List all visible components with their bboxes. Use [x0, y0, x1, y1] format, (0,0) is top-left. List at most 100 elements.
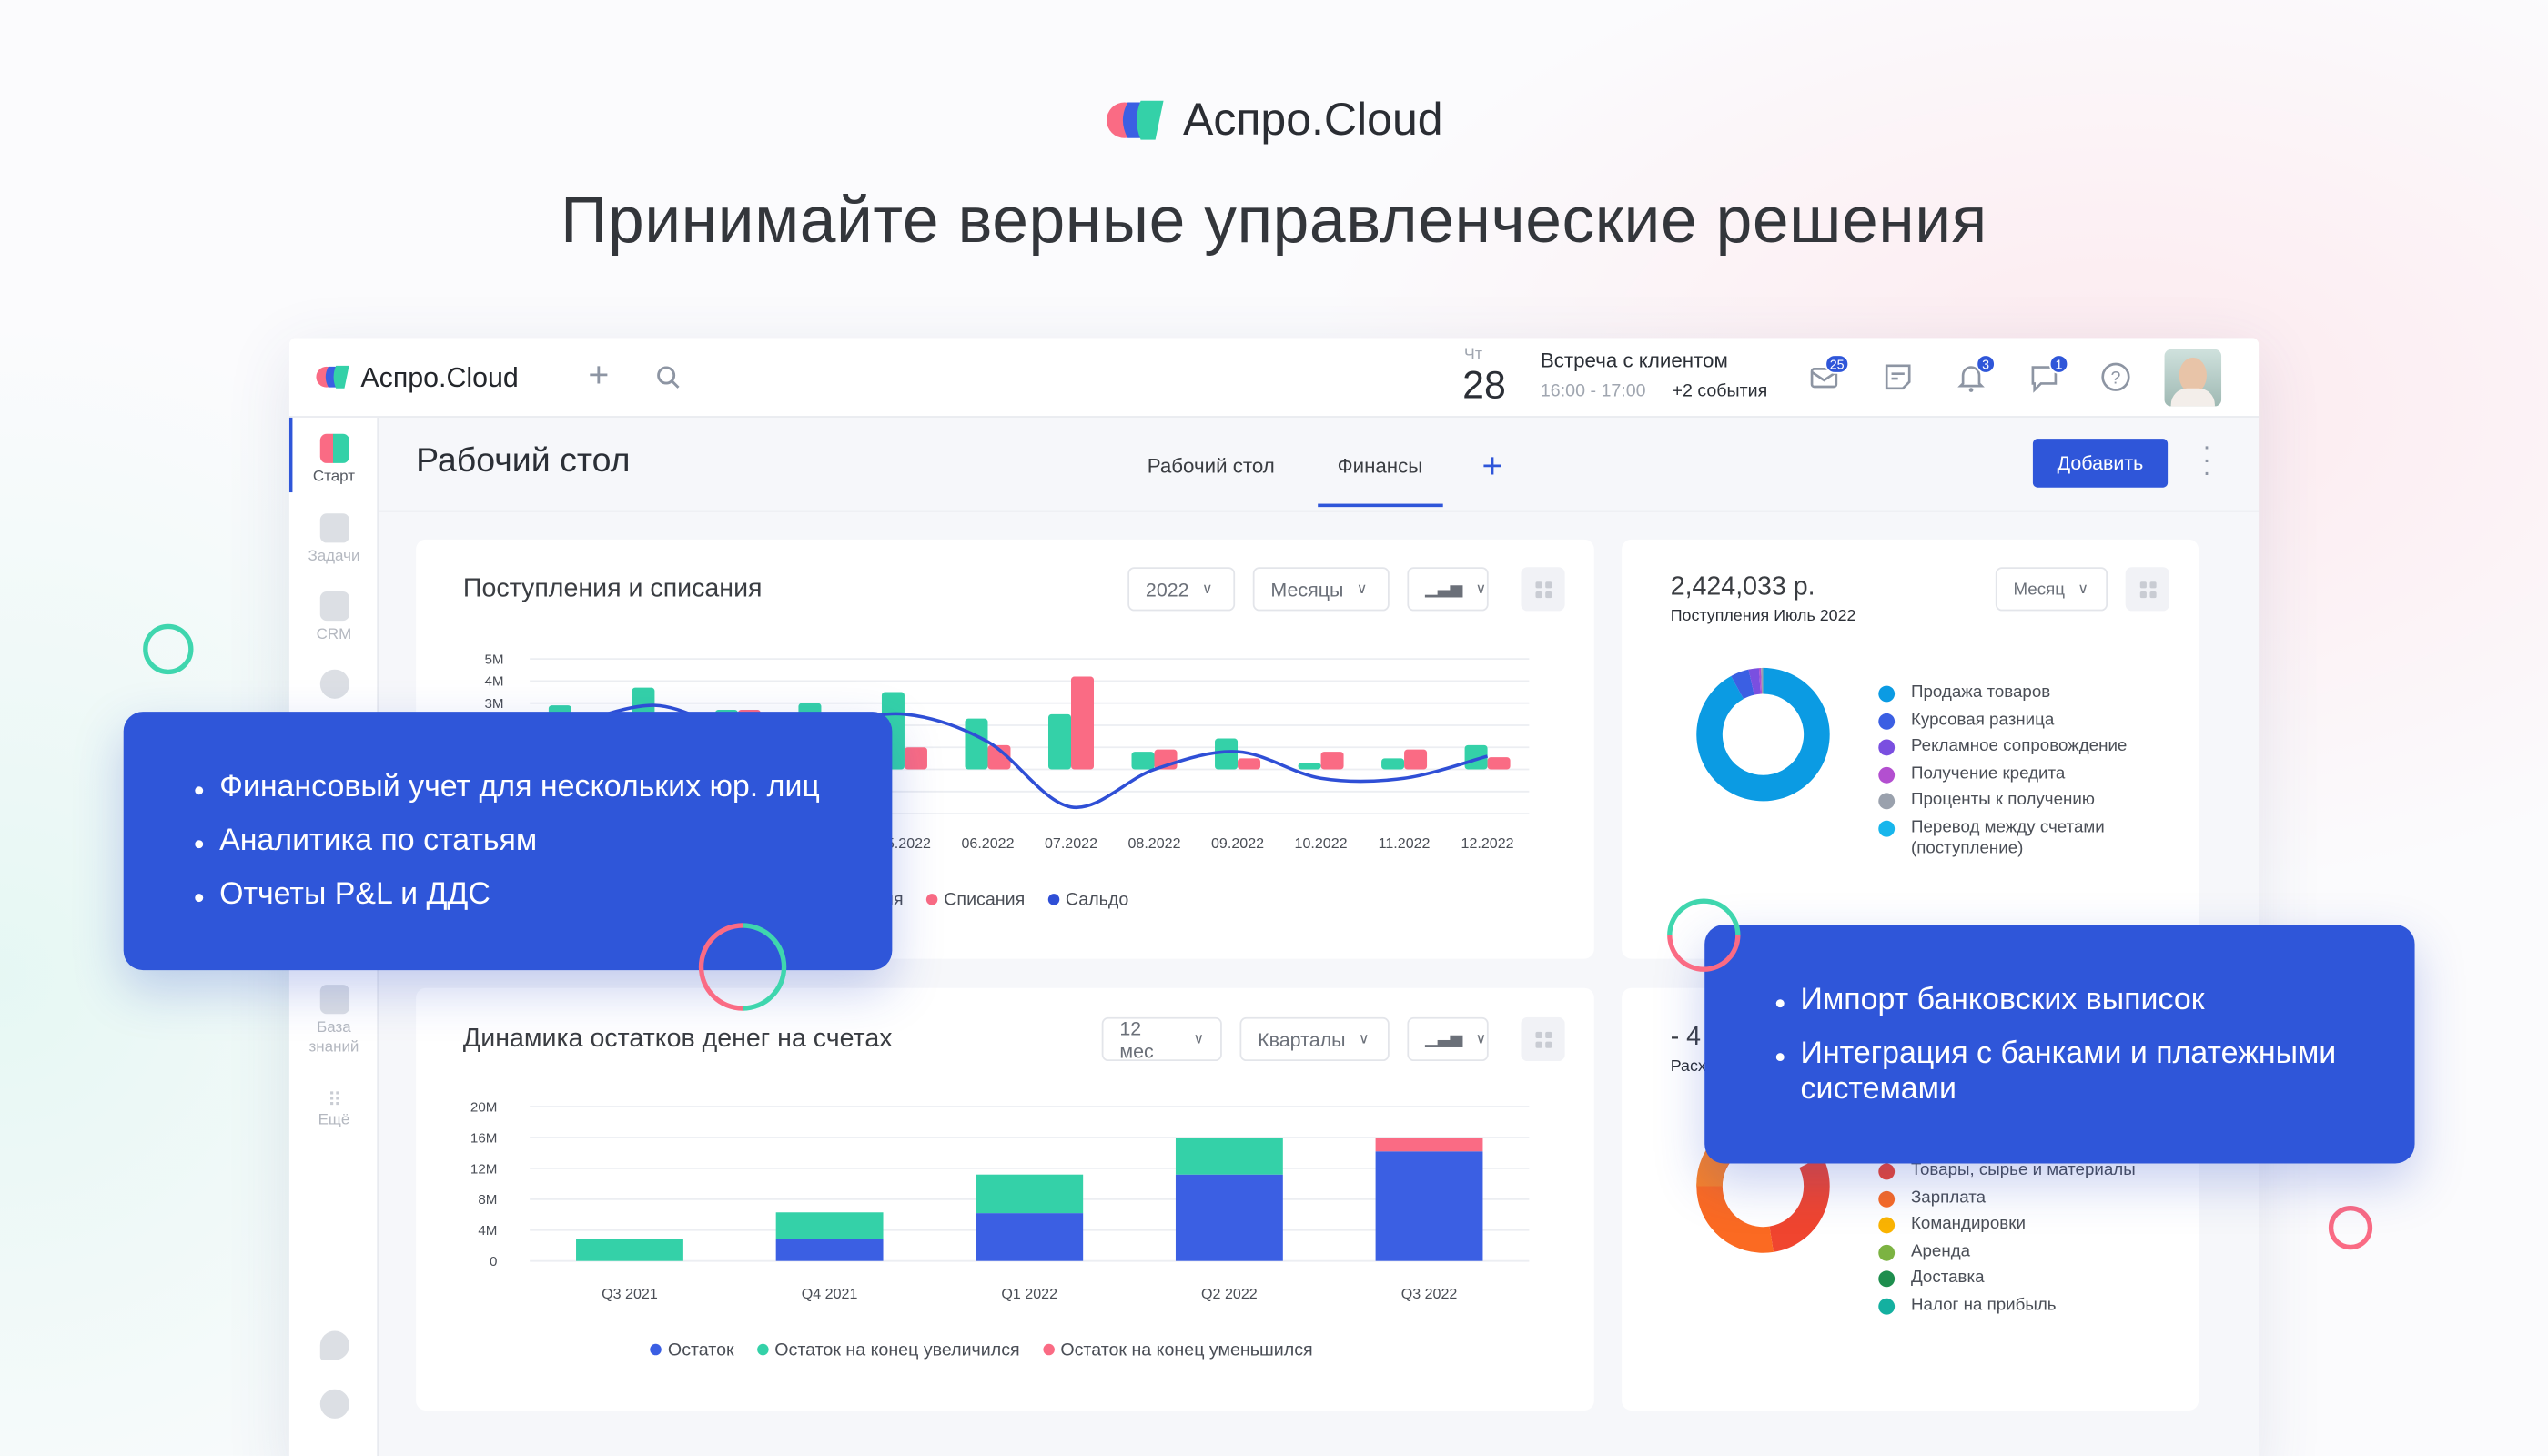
logo-icon: [1107, 100, 1164, 140]
sidebar-bottom-item[interactable]: [289, 1389, 379, 1423]
month-dropdown[interactable]: Месяц ∨: [1995, 567, 2108, 612]
chart-legend: Остаток Остаток на конец увеличился Остато…: [650, 1340, 1313, 1360]
chart-type-dropdown[interactable]: ▁▃▅ ∨: [1407, 567, 1489, 612]
x-tick-label: Q2 2022: [1201, 1286, 1258, 1302]
x-tick-label: 12.2022: [1461, 835, 1514, 852]
profile-icon: [318, 1330, 349, 1360]
headline: Принимайте верные управленческие решения: [561, 185, 1987, 258]
donut-slice: [1769, 1156, 1830, 1252]
legend-item[interactable]: Перевод между счетами (поступление): [1878, 816, 2138, 858]
stacked-bar-segment: [976, 1174, 1084, 1214]
sidebar-item-start[interactable]: Старт: [289, 433, 379, 488]
stacked-bar-segment: [1375, 1137, 1483, 1152]
x-tick-label: 09.2022: [1211, 835, 1264, 852]
sidebar-item-more[interactable]: ⠿ Ещё: [289, 1088, 379, 1130]
income-bar: [1464, 744, 1488, 770]
callout-item: Финансовый учет для нескольких юр. лиц: [195, 770, 820, 805]
chevron-down-icon: ∨: [1201, 580, 1213, 597]
y-tick-label: 4M: [485, 674, 504, 690]
knowledge-base-icon: [318, 985, 349, 1015]
quarters-dropdown[interactable]: Кварталы ∨: [1239, 1016, 1390, 1062]
bar-chart-icon: ▁▃▅: [1425, 1030, 1463, 1048]
add-tab-button[interactable]: +: [1481, 445, 1503, 486]
legend-item[interactable]: Аренда: [1878, 1240, 2138, 1261]
legend-item[interactable]: Командировки: [1878, 1214, 2138, 1235]
dropdown-value: Месяц: [2013, 579, 2066, 600]
sidebar-item-crm[interactable]: CRM: [289, 591, 379, 645]
legend-item[interactable]: Списания: [926, 891, 1025, 910]
legend-item[interactable]: Курсовая разница: [1878, 709, 2138, 730]
drag-handle-button[interactable]: [1521, 567, 1565, 612]
legend-item[interactable]: Сальдо: [1047, 891, 1128, 910]
drag-handle-button[interactable]: [1521, 1016, 1565, 1062]
y-tick-label: 4M: [478, 1223, 497, 1239]
top-bar: Аспро.Cloud + Чт 28 Встреча с клиентом 1…: [288, 338, 2260, 418]
more-events-link[interactable]: +2 события: [1672, 381, 1768, 402]
user-avatar[interactable]: [2164, 349, 2222, 407]
legend-item[interactable]: Остаток на конец уменьшился: [1043, 1340, 1312, 1360]
callout-item: Интеграция с банками и платежными систем…: [1775, 1036, 2378, 1108]
add-button[interactable]: Добавить: [2032, 439, 2169, 488]
legend-item[interactable]: Получение кредита: [1878, 763, 2138, 784]
notes-icon[interactable]: [1882, 360, 1915, 393]
mail-badge: 25: [1825, 354, 1849, 374]
bell-icon[interactable]: [1955, 360, 1987, 393]
callout-item: Импорт банковских выписок: [1775, 983, 2378, 1018]
expense-bar: [904, 747, 927, 770]
period-dropdown[interactable]: Месяцы ∨: [1252, 567, 1390, 612]
sidebar-item-knowledge-base[interactable]: База знаний: [289, 985, 379, 1057]
y-tick-label: 0: [490, 1254, 497, 1269]
chevron-down-icon: ∨: [1358, 1030, 1370, 1046]
income-bar: [1047, 713, 1071, 770]
calendar-day[interactable]: 28: [1462, 363, 1506, 409]
legend-item[interactable]: Зарплата: [1878, 1187, 2138, 1208]
donut-slice: [1748, 668, 1761, 695]
drag-handle-button[interactable]: [2125, 567, 2169, 612]
sidebar-bottom-item[interactable]: [289, 1330, 379, 1364]
donut-legend: Продажа товаров Курсовая разница Рекламное…: [1878, 682, 2138, 864]
mail-icon[interactable]: [1808, 360, 1841, 393]
search-icon[interactable]: [656, 366, 681, 390]
sidebar-item-label: Старт: [312, 468, 356, 486]
legend-item[interactable]: Доставка: [1878, 1268, 2138, 1289]
legend-item[interactable]: Товары, сырье и материалы: [1878, 1160, 2138, 1181]
event-title[interactable]: Встреча с клиентом: [1540, 349, 1728, 372]
tab-finance[interactable]: Финансы: [1337, 454, 1423, 478]
sidebar-item-label: CRM: [316, 625, 352, 644]
range-dropdown[interactable]: 12 мес ∨: [1101, 1016, 1222, 1062]
chevron-down-icon: ∨: [1193, 1030, 1205, 1046]
legend-item[interactable]: Налог на прибыль: [1878, 1294, 2138, 1315]
donut-slice: [1758, 667, 1763, 694]
dropdown-value: Месяцы: [1270, 577, 1344, 601]
x-tick-label: 10.2022: [1295, 835, 1348, 852]
sidebar-item-label: Задачи: [308, 547, 360, 566]
decor-ring: [143, 623, 194, 675]
legend-item[interactable]: Проценты к получению: [1878, 790, 2138, 811]
svg-text:?: ?: [2111, 368, 2121, 388]
kebab-menu-icon[interactable]: · · ·: [2202, 433, 2211, 488]
sidebar-item-tasks[interactable]: Задачи: [289, 513, 379, 567]
y-tick-label: 8M: [478, 1192, 497, 1208]
help-icon[interactable]: ?: [2099, 360, 2132, 393]
y-tick-label: 5M: [485, 652, 504, 667]
tab-desktop[interactable]: Рабочий стол: [1147, 454, 1275, 478]
sidebar-item-other[interactable]: [289, 669, 379, 703]
year-dropdown[interactable]: 2022 ∨: [1127, 567, 1236, 612]
stacked-bar-segment: [976, 1213, 1084, 1261]
bell-badge: 3: [1976, 354, 1996, 374]
legend-item[interactable]: Рекламное сопровождение: [1878, 736, 2138, 757]
expense-bar: [1404, 749, 1428, 770]
donut-slice: [1696, 667, 1830, 802]
dropdown-value: Кварталы: [1258, 1027, 1346, 1051]
expense-subtitle: Расх: [1670, 1057, 1706, 1077]
legend-item[interactable]: Остаток на конец увеличился: [757, 1340, 1019, 1360]
create-plus-icon[interactable]: +: [588, 354, 610, 395]
legend-item[interactable]: Остаток: [650, 1340, 734, 1360]
brand-logo: Аспро.Cloud: [1105, 95, 1443, 147]
chart-type-dropdown[interactable]: ▁▃▅ ∨: [1407, 1016, 1489, 1062]
legend-item[interactable]: Продажа товаров: [1878, 682, 2138, 703]
sidebar-item-label: Ещё: [318, 1111, 350, 1130]
donut-slice: [1761, 667, 1764, 694]
y-tick-label: 20M: [470, 1099, 497, 1115]
income-bar: [1215, 738, 1239, 770]
